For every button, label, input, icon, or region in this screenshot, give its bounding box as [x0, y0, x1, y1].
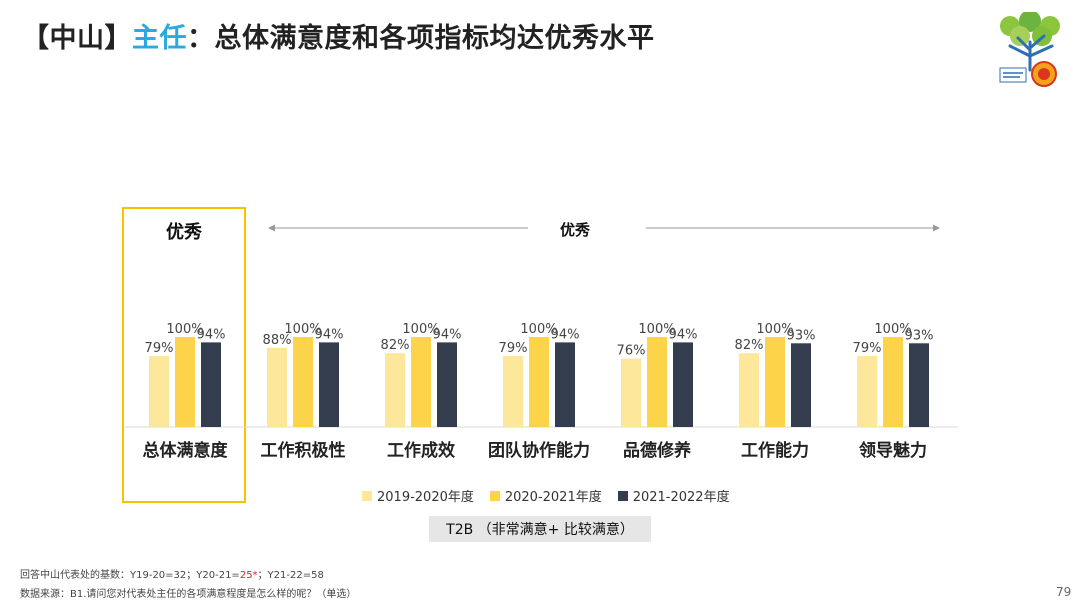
data-label: 93%: [905, 328, 934, 343]
highlight-box: [122, 207, 246, 503]
bar: [149, 355, 169, 427]
bar: [673, 342, 693, 427]
data-label: 100%: [402, 322, 439, 337]
page-number: 79: [1056, 585, 1072, 599]
legend-swatch: [617, 490, 628, 501]
bar: [201, 342, 221, 427]
t2b-label: T2B （非常满意+ 比较满意）: [429, 516, 651, 542]
bar: [765, 337, 785, 427]
chart-legend: 2019-2020年度 2020-2021年度 2021-2022年度: [362, 486, 730, 505]
bar: [529, 337, 549, 427]
data-label: 88%: [263, 333, 292, 348]
data-label: 82%: [381, 338, 410, 353]
bar: [437, 342, 457, 427]
data-label: 100%: [756, 322, 793, 337]
bar: [175, 337, 195, 427]
data-label: 76%: [617, 344, 646, 359]
data-label: 79%: [499, 341, 528, 356]
bar: [739, 353, 759, 427]
bar: [909, 343, 929, 427]
tree-anniversary-logo-icon: [999, 12, 1060, 87]
title-rest: ：总体满意度和各项指标均达优秀水平: [187, 23, 655, 54]
data-label: 100%: [638, 322, 675, 337]
bar: [883, 337, 903, 427]
data-label: 94%: [433, 327, 462, 342]
category-label: 工作成效: [387, 440, 455, 461]
bar: [293, 337, 313, 427]
page-title: 【中山】主任：总体满意度和各项指标均达优秀水平: [22, 16, 655, 55]
data-label: 94%: [551, 327, 580, 342]
category-label: 团队协作能力: [488, 440, 590, 461]
footnote-base-prefix: 回答中山代表处的基数：Y19-20=32；Y20-21=: [20, 570, 240, 581]
bar: [555, 342, 575, 427]
footnote-source: 数据来源：B1.请问您对代表处主任的各项满意程度是怎么样的呢？（单选）: [20, 589, 357, 600]
data-label: 94%: [197, 327, 226, 342]
bar: [503, 355, 523, 427]
bar: [411, 337, 431, 427]
data-label: 94%: [315, 327, 344, 342]
category-label: 总体满意度: [143, 440, 229, 461]
legend-swatch: [489, 490, 500, 501]
data-label: 100%: [166, 322, 203, 337]
legend-item: 2019-2020年度: [362, 486, 474, 505]
category-label: 工作能力: [741, 440, 809, 461]
title-prefix: 【中山】: [22, 23, 132, 54]
data-label: 82%: [735, 338, 764, 353]
group-arrow-head-left: [268, 224, 275, 232]
bar: [621, 358, 641, 427]
data-label: 100%: [284, 322, 321, 337]
group-label: 优秀: [560, 221, 591, 239]
data-label: 100%: [874, 322, 911, 337]
legend-label: 2019-2020年度: [377, 490, 474, 505]
title-highlight: 主任: [132, 23, 187, 54]
bar: [319, 342, 339, 427]
legend-swatch: [362, 490, 372, 501]
bar: [267, 347, 287, 427]
footnote-base: 回答中山代表处的基数：Y19-20=32；Y20-21=25*；Y21-22=5…: [20, 566, 324, 581]
category-label: 品德修养: [623, 440, 692, 461]
footnote-base-red: 25*: [239, 570, 258, 581]
data-label: 93%: [787, 328, 816, 343]
bar: [857, 355, 877, 427]
legend-label: 2021-2022年度: [632, 490, 730, 505]
bar: [791, 343, 811, 427]
data-label: 100%: [520, 322, 557, 337]
data-label: 79%: [853, 341, 882, 356]
highlight-label: 优秀: [166, 222, 202, 243]
legend-label: 2020-2021年度: [504, 490, 602, 505]
data-label: 79%: [145, 341, 174, 356]
legend-item: 2021-2022年度: [617, 486, 730, 505]
footnote-base-suffix: ；Y21-22=58: [257, 570, 324, 581]
bar: [385, 353, 405, 427]
group-arrow-head-right: [933, 224, 940, 232]
bar: [647, 337, 667, 427]
category-label: 工作积极性: [261, 440, 346, 461]
legend-item: 2020-2021年度: [489, 486, 602, 505]
data-label: 94%: [669, 327, 698, 342]
category-label: 领导魅力: [859, 440, 927, 461]
